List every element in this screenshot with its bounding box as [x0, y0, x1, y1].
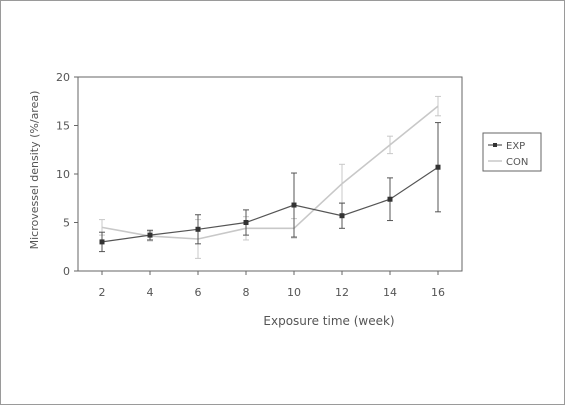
- data-point-exp: [243, 220, 249, 225]
- y-tick-label: 5: [63, 217, 70, 230]
- x-tick-label: 12: [335, 286, 349, 299]
- x-tick-label: 4: [147, 286, 154, 299]
- y-tick-label: 10: [56, 168, 70, 181]
- x-tick-label: 2: [99, 286, 106, 299]
- y-tick-label: 20: [56, 71, 70, 84]
- data-point-exp: [339, 213, 345, 219]
- x-axis-label: Exposure time (week): [263, 314, 394, 328]
- legend-exp-label: EXP: [506, 141, 525, 152]
- x-tick-label: 14: [383, 286, 397, 299]
- x-tick-label: 6: [195, 286, 202, 299]
- legend-con-label: CON: [506, 157, 528, 168]
- legend-box: [482, 132, 542, 172]
- data-point-exp: [387, 196, 393, 202]
- legend-exp-marker: [493, 143, 497, 147]
- series-line-con: [101, 105, 439, 240]
- data-point-exp: [195, 226, 201, 232]
- series-exp: [99, 122, 441, 253]
- data-point-exp: [291, 202, 297, 208]
- legend: EXP CON: [482, 132, 542, 172]
- x-tick-label: 8: [243, 286, 250, 299]
- plot-area: 0 5 10 15 20 2 4 6 8 10 12 14 16: [56, 71, 463, 299]
- y-axis-label: Microvessel density (%/area): [28, 91, 41, 250]
- y-tick-label: 15: [56, 120, 70, 133]
- x-tick-label: 16: [431, 286, 445, 299]
- x-tick-label: 10: [287, 286, 301, 299]
- data-point-exp: [435, 164, 441, 170]
- x-axis-ticks: 2 4 6 8 10 12 14 16: [99, 271, 445, 299]
- y-tick-label: 0: [63, 265, 70, 278]
- series-line-exp: [101, 166, 439, 243]
- data-point-exp: [99, 239, 105, 245]
- series-layer: [99, 95, 441, 259]
- data-point-exp: [147, 232, 153, 238]
- y-axis-ticks: 0 5 10 15 20: [56, 71, 78, 278]
